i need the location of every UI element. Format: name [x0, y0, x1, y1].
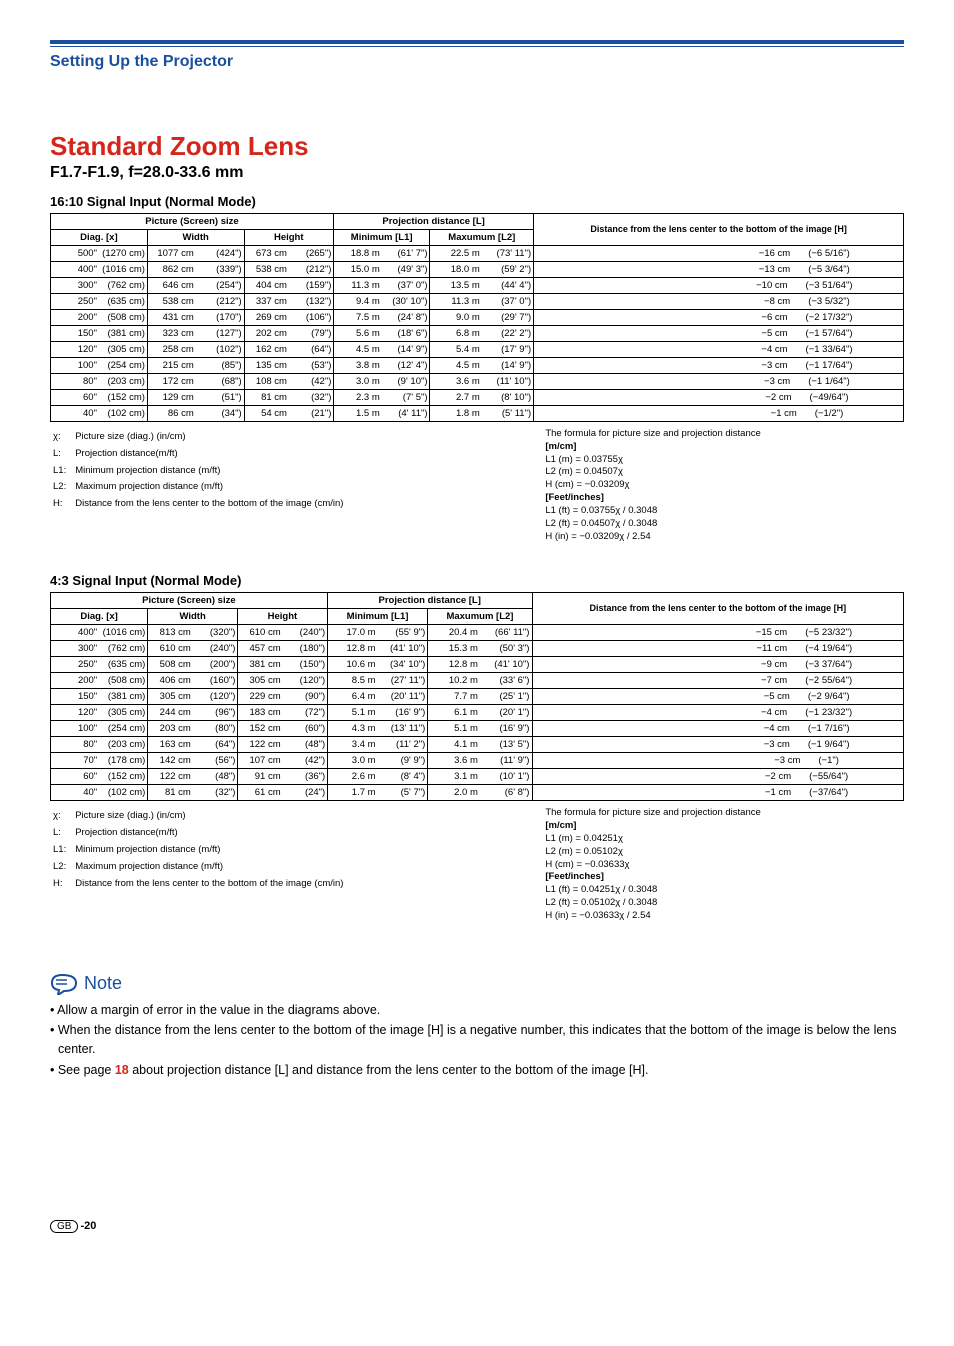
formula-hcm: H (cm) = −0.03633χ [545, 859, 904, 872]
mode-title-1: 16:10 Signal Input (Normal Mode) [50, 194, 904, 209]
footer: GB -20 [50, 1220, 904, 1233]
table-row: 100"(254 cm)203 cm(80")152 cm(60")4.3 m(… [51, 721, 904, 737]
table-row: 250"(635 cm)508 cm(200")381 cm(150")10.6… [51, 657, 904, 673]
formula-l2f: L2 (ft) = 0.04507χ / 0.3048 [545, 518, 904, 531]
note-list: • Allow a margin of error in the value i… [50, 1001, 904, 1080]
legend-l: Projection distance(m/ft) [74, 826, 349, 841]
note-item: • See page 18 about projection distance … [50, 1061, 904, 1080]
table-row: 250"(635 cm)538 cm(212")337 cm(132")9.4 … [51, 294, 904, 310]
legend-l: Projection distance(m/ft) [74, 447, 349, 462]
legend-l1: Minimum projection distance (m/ft) [74, 464, 349, 479]
legend-chi: Picture size (diag.) (in/cm) [74, 430, 349, 445]
table-row: 400"(1016 cm)813 cm(320")610 cm(240")17.… [51, 625, 904, 641]
th-dist: Distance from the lens center to the bot… [534, 214, 904, 246]
th-minl: Minimum [L1] [327, 609, 428, 625]
legend-l1: Minimum projection distance (m/ft) [74, 843, 349, 858]
table-row: 200"(508 cm)431 cm(170")269 cm(106")7.5 … [51, 310, 904, 326]
th-minl: Minimum [L1] [333, 230, 429, 246]
th-picture: Picture (Screen) size [51, 593, 328, 609]
formula-mcm: [m/cm] [545, 441, 576, 452]
legend-h: Distance from the lens center to the bot… [74, 497, 349, 512]
formula-l2f: L2 (ft) = 0.05102χ / 0.3048 [545, 897, 904, 910]
th-picture: Picture (Screen) size [51, 214, 334, 230]
th-proj: Projection distance [L] [327, 593, 532, 609]
legend-l2: Maximum projection distance (m/ft) [74, 860, 349, 875]
formula-l1f: L1 (ft) = 0.03755χ / 0.3048 [545, 505, 904, 518]
table-row: 60"(152 cm)129 cm(51")81 cm(32")2.3 m(7'… [51, 390, 904, 406]
gb-badge: GB [50, 1220, 78, 1233]
page-link[interactable]: 18 [115, 1063, 129, 1077]
table-row: 150"(381 cm)305 cm(120")229 cm(90")6.4 m… [51, 689, 904, 705]
table-row: 150"(381 cm)323 cm(127")202 cm(79")5.6 m… [51, 326, 904, 342]
table-row: 80"(203 cm)172 cm(68")108 cm(42")3.0 m(9… [51, 374, 904, 390]
th-maxl: Maxumum [L2] [428, 609, 532, 625]
th-height: Height [238, 609, 328, 625]
legend-h: Distance from the lens center to the bot… [74, 877, 349, 892]
table-row: 500"(1270 cm)1077 cm(424")673 cm(265")18… [51, 246, 904, 262]
table-row: 40"(102 cm)86 cm(34")54 cm(21")1.5 m(4' … [51, 406, 904, 422]
table-row: 60"(152 cm)122 cm(48")91 cm(36")2.6 m(8'… [51, 769, 904, 785]
table-row: 200"(508 cm)406 cm(160")305 cm(120")8.5 … [51, 673, 904, 689]
th-maxl: Maxumum [L2] [430, 230, 534, 246]
th-proj: Projection distance [L] [333, 214, 533, 230]
table-43: Picture (Screen) size Projection distanc… [50, 592, 904, 801]
th-dist: Distance from the lens center to the bot… [532, 593, 903, 625]
page-number: -20 [80, 1220, 96, 1232]
main-title: Standard Zoom Lens [50, 131, 904, 162]
formula-fi: [Feet/inches] [545, 492, 604, 503]
section-title: Setting Up the Projector [50, 53, 904, 71]
formula-l1f: L1 (ft) = 0.04251χ / 0.3048 [545, 884, 904, 897]
th-width: Width [148, 609, 238, 625]
formula-header: The formula for picture size and project… [545, 807, 904, 820]
table-row: 120"(305 cm)258 cm(102")162 cm(64")4.5 m… [51, 342, 904, 358]
formula-l2m: L2 (m) = 0.05102χ [545, 846, 904, 859]
table-row: 100"(254 cm)215 cm(85")135 cm(53")3.8 m(… [51, 358, 904, 374]
legend-block-2: χ:Picture size (diag.) (in/cm) L:Project… [50, 807, 904, 922]
table-row: 70"(178 cm)142 cm(56")107 cm(42")3.0 m(9… [51, 753, 904, 769]
formula-l1m: L1 (m) = 0.04251χ [545, 833, 904, 846]
formula-hcm: H (cm) = −0.03209χ [545, 479, 904, 492]
formula-hin: H (in) = −0.03633χ / 2.54 [545, 910, 904, 923]
formula-mcm: [m/cm] [545, 820, 576, 831]
note-icon [50, 973, 78, 995]
th-width: Width [147, 230, 244, 246]
table-row: 400"(1016 cm)862 cm(339")538 cm(212")15.… [51, 262, 904, 278]
table-row: 300"(762 cm)610 cm(240")457 cm(180")12.8… [51, 641, 904, 657]
table-row: 300"(762 cm)646 cm(254")404 cm(159")11.3… [51, 278, 904, 294]
formula-header: The formula for picture size and project… [545, 428, 904, 441]
note-heading: Note [50, 973, 904, 995]
note-label: Note [84, 973, 122, 994]
table-row: 40"(102 cm)81 cm(32")61 cm(24")1.7 m(5' … [51, 785, 904, 801]
th-diag: Diag. [x] [51, 609, 148, 625]
table-row: 80"(203 cm)163 cm(64")122 cm(48")3.4 m(1… [51, 737, 904, 753]
legend-chi: Picture size (diag.) (in/cm) [74, 809, 349, 824]
header-bar [50, 40, 904, 47]
note-item: • When the distance from the lens center… [50, 1021, 904, 1059]
th-diag: Diag. [x] [51, 230, 148, 246]
legend-block-1: χ:Picture size (diag.) (in/cm) L:Project… [50, 428, 904, 543]
mode-title-2: 4:3 Signal Input (Normal Mode) [50, 573, 904, 588]
sub-title: F1.7-F1.9, f=28.0-33.6 mm [50, 164, 904, 182]
formula-l1m: L1 (m) = 0.03755χ [545, 454, 904, 467]
table-1610: Picture (Screen) size Projection distanc… [50, 213, 904, 422]
th-height: Height [244, 230, 333, 246]
formula-fi: [Feet/inches] [545, 871, 604, 882]
legend-l2: Maximum projection distance (m/ft) [74, 480, 349, 495]
note-item: • Allow a margin of error in the value i… [50, 1001, 904, 1020]
formula-hin: H (in) = −0.03209χ / 2.54 [545, 531, 904, 544]
formula-l2m: L2 (m) = 0.04507χ [545, 466, 904, 479]
table-row: 120"(305 cm)244 cm(96")183 cm(72")5.1 m(… [51, 705, 904, 721]
